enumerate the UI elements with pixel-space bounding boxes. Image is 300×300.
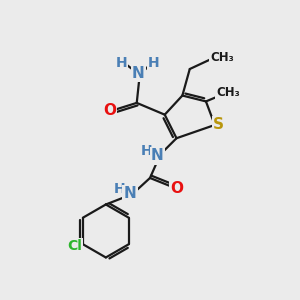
Text: N: N (151, 148, 164, 164)
Text: CH₃: CH₃ (216, 86, 240, 99)
Text: O: O (170, 181, 183, 196)
Text: O: O (103, 103, 116, 118)
Text: S: S (213, 118, 224, 133)
Text: H: H (141, 144, 153, 158)
Text: H: H (116, 56, 127, 70)
Text: Cl: Cl (67, 239, 82, 253)
Text: H: H (114, 182, 126, 196)
Text: N: N (124, 186, 136, 201)
Text: H: H (148, 56, 160, 70)
Text: CH₃: CH₃ (210, 51, 234, 64)
Text: N: N (132, 66, 145, 81)
